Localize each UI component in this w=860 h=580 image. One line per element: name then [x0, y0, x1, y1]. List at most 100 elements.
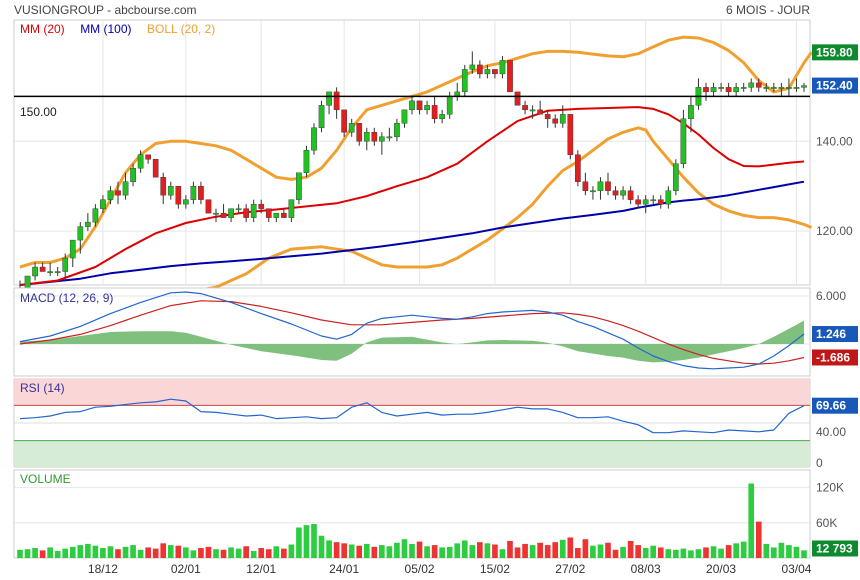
candle-body — [183, 199, 189, 205]
volume-bar — [107, 546, 114, 558]
volume-bar — [627, 540, 634, 558]
candle-body — [718, 87, 724, 89]
macd-badge-box — [812, 326, 858, 343]
volume-bar — [348, 544, 355, 558]
volume-bars — [17, 483, 807, 558]
volume-bar — [605, 542, 611, 558]
chart-title: VUSIONGROUP - abcbourse.com — [14, 3, 197, 17]
volume-bar — [401, 539, 408, 558]
volume-bar — [446, 546, 453, 558]
volume-bar — [748, 483, 755, 558]
candle-body — [318, 105, 325, 128]
rsi-y-ticks: 040.00 — [816, 425, 846, 470]
volume-bar — [575, 548, 581, 558]
candle-body — [130, 168, 136, 182]
candle-body — [657, 199, 664, 205]
volume-bar — [657, 547, 664, 558]
candle-body — [469, 64, 476, 70]
price-panel: 120.00 140.00 150.00 MM (20) MM (100) BOLL … — [13, 19, 858, 558]
volume-bar — [771, 547, 777, 558]
candle-body — [24, 275, 31, 290]
x-tick-label: 20/03 — [706, 562, 736, 576]
volume-y-ticks: 60K 120K — [816, 481, 844, 530]
candle-body — [575, 154, 581, 182]
volume-bar — [590, 545, 596, 558]
volume-bar — [311, 523, 317, 558]
candle-body — [85, 221, 91, 227]
volume-last-badge: 12 793 — [816, 541, 853, 555]
rsi-badges: 69.66 — [812, 397, 858, 414]
volume-bar — [597, 544, 604, 558]
candle-body — [341, 109, 347, 133]
volume-bar — [424, 546, 430, 558]
volume-bar — [24, 549, 31, 558]
volume-bar — [258, 548, 265, 558]
volume-bar — [198, 548, 204, 558]
volume-bar — [793, 546, 800, 558]
candle-body — [250, 203, 257, 218]
x-tick-label: 05/02 — [405, 562, 435, 576]
candle-body — [205, 199, 212, 214]
volume-bar — [740, 541, 747, 558]
last-price-badge: 152.40 — [816, 79, 853, 93]
upper-band-badge: 159.80 — [816, 45, 853, 59]
candle-body — [69, 239, 76, 259]
x-tick-label: 02/01 — [171, 562, 201, 576]
volume-bar — [416, 541, 423, 558]
candle-body — [590, 190, 596, 193]
volume-bar — [273, 546, 280, 558]
volume-bar — [190, 550, 197, 558]
candle-body — [122, 181, 129, 196]
macd-badges: 1.246 -1.686 — [812, 326, 858, 366]
volume-bar — [379, 545, 385, 558]
candle-body — [54, 271, 61, 273]
macd-line-path — [19, 291, 805, 370]
candle-body — [748, 82, 755, 88]
boll-lower-line — [19, 126, 813, 305]
volume-bar — [303, 525, 310, 558]
candle-body — [778, 87, 785, 89]
volume-bar — [733, 543, 739, 558]
x-tick-label: 24/01 — [329, 562, 359, 576]
x-axis: 18/12 02/01 12/01 24/01 05/02 15/02 27/02 08/03… — [88, 562, 812, 576]
ma20-line — [19, 106, 805, 286]
volume-bar — [175, 545, 182, 558]
candle-body — [620, 190, 626, 196]
volume-bar — [62, 548, 69, 558]
macd-histogram-area — [20, 320, 804, 363]
volume-bar — [431, 545, 438, 558]
volume-badges: 12 793 — [812, 540, 858, 557]
candle-body — [386, 136, 393, 139]
volume-bar — [492, 544, 498, 558]
volume-bar — [439, 547, 445, 558]
volume-bar — [386, 546, 393, 558]
volume-bar — [250, 550, 257, 558]
volume-bar — [77, 545, 84, 558]
candle-body — [740, 87, 747, 89]
volume-bar — [326, 540, 332, 558]
rsi-y-tick: 0 — [816, 456, 823, 470]
volume-bar — [477, 542, 483, 558]
candle-body — [801, 85, 807, 88]
candle-body — [733, 87, 739, 93]
volume-bar — [47, 547, 53, 558]
volume-bar — [469, 545, 476, 558]
rsi-badge: 69.66 — [816, 399, 846, 413]
volume-bar — [755, 521, 762, 558]
volume-bar — [559, 539, 566, 558]
candle-body — [145, 154, 151, 160]
volume-bar — [461, 540, 468, 558]
volume-bar — [688, 550, 694, 558]
candles — [17, 51, 807, 308]
candle-body — [559, 114, 566, 124]
candle-body — [281, 212, 287, 218]
candle-body — [296, 172, 302, 200]
candle-body — [544, 114, 551, 120]
volume-bar — [612, 549, 619, 558]
volume-bar — [620, 546, 626, 558]
volume-bar — [265, 549, 272, 558]
volume-grid — [14, 487, 810, 524]
volume-bar — [454, 543, 461, 558]
volume-bar — [167, 545, 174, 558]
